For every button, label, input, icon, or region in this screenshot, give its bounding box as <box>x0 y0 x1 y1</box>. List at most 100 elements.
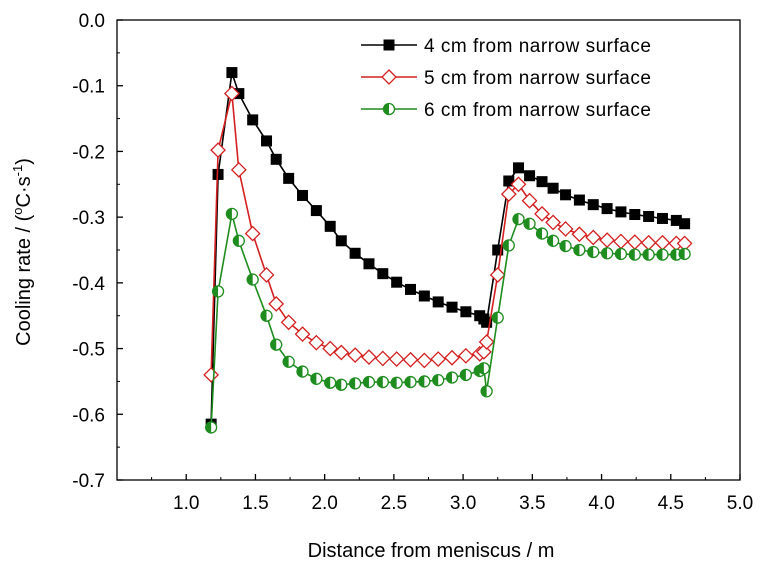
series-3 <box>204 207 691 434</box>
series-2 <box>203 85 693 383</box>
marker-fill <box>478 362 484 374</box>
data-point <box>211 285 225 298</box>
y-tick-label: -0.2 <box>72 142 105 163</box>
data-point <box>404 375 417 389</box>
data-point <box>402 351 419 368</box>
legend-entry: 4 cm from narrow surface <box>361 36 651 57</box>
data-point <box>232 234 245 247</box>
data-point <box>629 209 641 221</box>
data-point <box>430 351 447 368</box>
data-point <box>247 114 259 126</box>
marker-fill <box>261 310 267 322</box>
marker-fill <box>446 371 453 383</box>
marker-fill <box>283 356 289 368</box>
data-point <box>363 258 375 270</box>
data-point <box>296 365 309 378</box>
data-point <box>260 309 273 322</box>
marker-fill <box>601 247 608 259</box>
data-point <box>535 227 549 240</box>
data-point <box>270 153 282 165</box>
data-point <box>546 234 560 247</box>
data-point <box>587 245 600 259</box>
data-point <box>640 234 657 251</box>
marker-fill <box>573 244 580 256</box>
marker-fill <box>324 377 331 389</box>
data-point <box>613 233 629 250</box>
x-tick-label: 3.0 <box>450 493 476 514</box>
data-point <box>601 203 613 215</box>
data-point <box>512 212 525 226</box>
data-point <box>571 226 588 243</box>
data-point <box>347 347 364 364</box>
data-point <box>333 344 350 361</box>
y-tick-label: -0.1 <box>72 77 105 98</box>
marker-fill <box>247 274 253 286</box>
data-point <box>416 352 433 369</box>
marker-fill <box>405 376 411 388</box>
data-point <box>477 362 491 375</box>
data-point <box>480 385 493 398</box>
data-point <box>599 232 616 249</box>
data-point <box>270 338 283 351</box>
series-line <box>210 213 685 428</box>
legend: 4 cm from narrow surface 5 cm from narrow… <box>361 36 651 121</box>
legend-label: 5 cm from narrow surface <box>424 68 651 89</box>
y-axis: 0.0 -0.1 -0.2 -0.3 -0.4 -0.5 -0.6 -0.7 <box>72 11 123 492</box>
data-point <box>587 199 599 211</box>
data-point <box>628 248 641 261</box>
data-point <box>521 192 538 209</box>
marker-fill <box>391 377 397 389</box>
marker-fill <box>297 366 303 378</box>
marker-fill <box>560 240 566 252</box>
data-point <box>626 234 643 251</box>
y-title-text: Cooling rate / ( <box>13 214 35 346</box>
marker-fill <box>587 246 594 258</box>
data-point <box>460 306 472 318</box>
data-point <box>390 376 403 389</box>
data-point <box>489 267 506 283</box>
data-point <box>258 267 275 283</box>
marker-fill <box>503 239 509 251</box>
data-point <box>432 373 445 387</box>
marker-fill <box>536 228 543 240</box>
legend-label: 4 cm from narrow surface <box>424 36 651 57</box>
data-point <box>391 276 403 288</box>
marker-fill <box>524 218 530 230</box>
data-point <box>523 217 536 230</box>
data-point <box>459 368 473 382</box>
data-point <box>230 161 247 178</box>
y-title-close: ) <box>13 158 35 165</box>
marker-fill <box>335 379 342 391</box>
y-title-degree-superscript: o <box>10 207 25 214</box>
data-point <box>348 377 362 390</box>
data-point <box>491 311 504 324</box>
x-tick-label: 4.0 <box>588 493 614 514</box>
data-point <box>457 347 474 364</box>
x-tick-label: 1.0 <box>173 493 199 514</box>
marker-fill <box>656 249 663 261</box>
data-point <box>226 67 238 79</box>
marker-fill <box>670 249 677 261</box>
data-point <box>559 239 572 253</box>
data-point <box>547 182 559 194</box>
data-point <box>418 290 430 302</box>
x-tick-label: 2.5 <box>381 493 407 514</box>
marker-fill <box>547 235 554 247</box>
data-point <box>481 316 493 328</box>
marker-fill <box>679 248 685 260</box>
data-point <box>654 234 671 251</box>
data-point <box>322 340 339 357</box>
data-point <box>268 295 285 312</box>
y-title-unit: C·s <box>13 176 35 207</box>
data-point <box>492 244 504 256</box>
data-point <box>418 375 431 388</box>
data-point <box>244 225 261 242</box>
y-tick-label: -0.6 <box>72 405 105 426</box>
y-tick-label: -0.5 <box>72 340 105 361</box>
data-point <box>388 351 405 368</box>
marker-fill <box>418 375 425 387</box>
data-point <box>678 247 691 261</box>
data-point <box>261 135 273 147</box>
data-point <box>502 239 515 252</box>
y-tick-label: -0.7 <box>72 471 105 492</box>
